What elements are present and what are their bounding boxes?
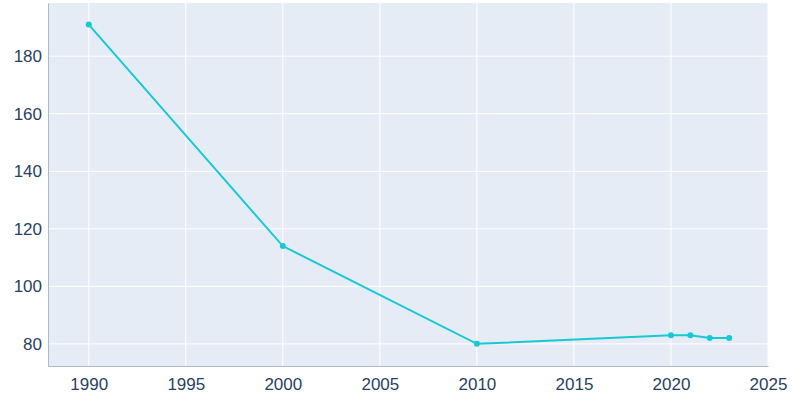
x-tick-label: 1990 (70, 375, 108, 394)
marker (726, 335, 732, 341)
x-tick-label: 2020 (653, 375, 691, 394)
y-tick-label: 140 (14, 162, 42, 181)
y-tick-label: 180 (14, 47, 42, 66)
y-tick: 160 (14, 105, 48, 124)
x-tick: 2020 (653, 366, 691, 394)
x-grid-line (670, 3, 671, 366)
y-grid-line (48, 171, 768, 172)
x-tick: 2000 (264, 366, 302, 394)
plot-background (48, 3, 768, 366)
y-grid-line (48, 286, 768, 287)
x-tick: 1995 (167, 366, 205, 394)
y-grid-line (48, 228, 768, 229)
x-tick: 2005 (361, 366, 399, 394)
x-tick-label: 2010 (458, 375, 496, 394)
x-tick-label: 2000 (264, 375, 302, 394)
y-tick-label: 80 (23, 335, 42, 354)
y-grid-line (48, 343, 768, 344)
y-grid-line (48, 56, 768, 57)
x-grid-line (282, 3, 283, 366)
y-grid-line (48, 113, 768, 114)
y-tick-label: 120 (14, 220, 42, 239)
x-axis: 1990 1995 2000 2005 2010 2015 2020 2025 (49, 366, 788, 394)
x-grid-line (185, 3, 186, 366)
x-grid-line (768, 3, 769, 366)
x-tick-label: 1995 (167, 375, 205, 394)
x-grid-line (476, 3, 477, 366)
y-tick: 100 (14, 277, 48, 296)
y-tick: 80 (23, 335, 48, 354)
x-tick-label: 2005 (361, 375, 399, 394)
x-tick-label: 2025 (750, 375, 788, 394)
x-grid-line (379, 3, 380, 366)
y-tick-label: 100 (14, 277, 42, 296)
x-tick: 2010 (458, 366, 496, 394)
x-grid-line (88, 3, 89, 366)
marker (86, 22, 92, 28)
chart: 1990 1995 2000 2005 2010 2015 2020 2025 80 100 120… (0, 0, 800, 400)
x-tick-label: 2015 (556, 375, 594, 394)
y-tick: 120 (14, 220, 48, 239)
y-tick: 140 (14, 162, 48, 181)
x-axis-line (49, 366, 769, 367)
data (86, 22, 732, 347)
x-tick: 1990 (70, 366, 108, 394)
plot: 1990 1995 2000 2005 2010 2015 2020 2025 80 100 120… (14, 3, 788, 394)
marker (707, 335, 713, 341)
grid (48, 3, 768, 366)
marker (474, 341, 480, 347)
y-axis: 80 100 120 140 160 180 (14, 4, 49, 367)
x-grid-line (573, 3, 574, 366)
x-tick: 2025 (750, 366, 788, 394)
y-tick: 180 (14, 47, 48, 66)
marker (668, 332, 674, 338)
marker (280, 243, 286, 249)
x-tick: 2015 (556, 366, 594, 394)
y-axis-line (48, 4, 49, 367)
y-tick-label: 160 (14, 105, 42, 124)
marker (687, 332, 693, 338)
line (89, 25, 729, 344)
